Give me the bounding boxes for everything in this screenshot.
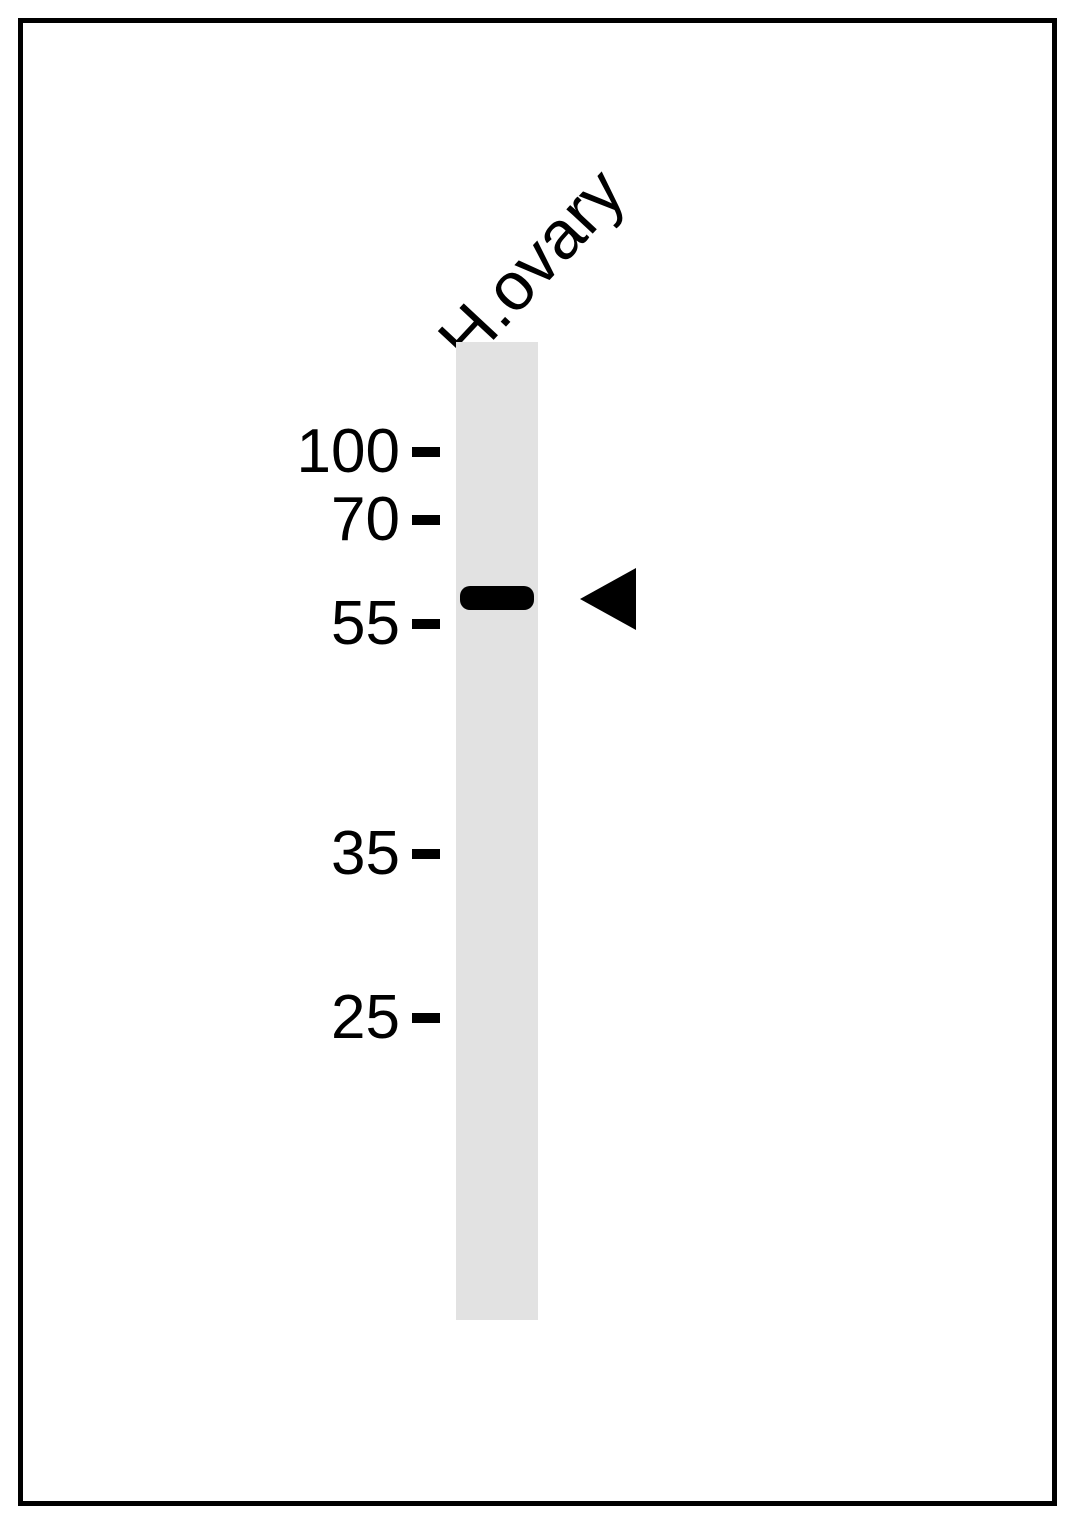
band-arrowhead-icon [580,568,636,630]
marker-label: 70 [331,489,400,551]
marker-tick [412,1013,440,1023]
marker-label: 55 [331,593,400,655]
marker-tick [412,619,440,629]
marker-label: 25 [331,987,400,1049]
marker-tick [412,849,440,859]
marker-label: 100 [297,421,400,483]
marker-label: 35 [331,823,400,885]
marker-tick [412,447,440,457]
blot-band [460,586,534,610]
western-blot-figure: H.ovary 10070553525 [0,0,1075,1524]
blot-lane [456,342,538,1320]
marker-tick [412,515,440,525]
